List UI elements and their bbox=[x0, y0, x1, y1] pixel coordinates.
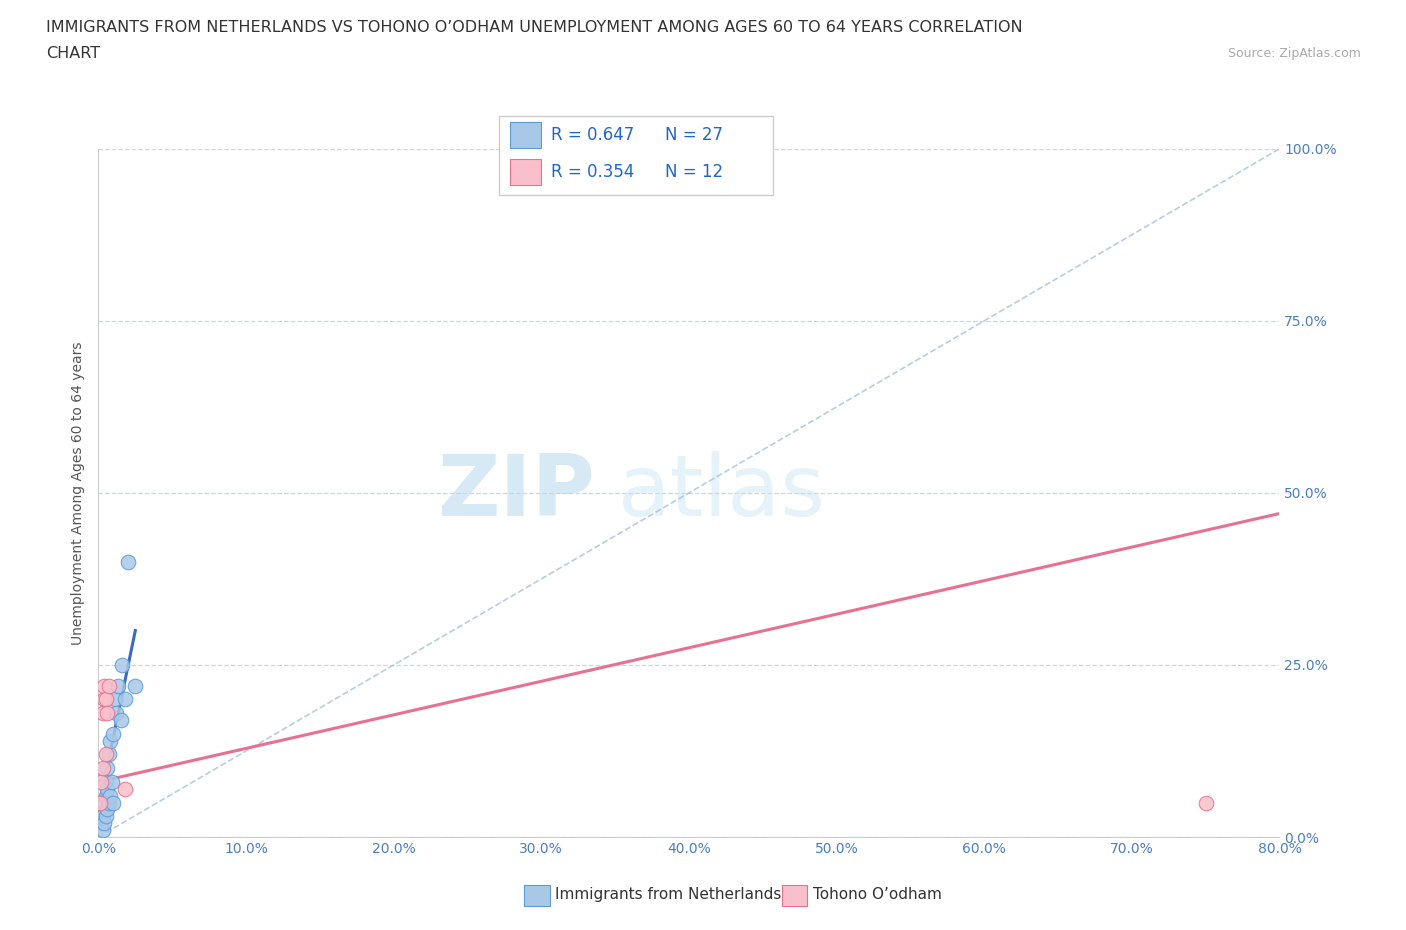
Text: atlas: atlas bbox=[619, 451, 827, 535]
Point bbox=[94, 692, 117, 707]
Point bbox=[117, 554, 139, 569]
Text: R = 0.647: R = 0.647 bbox=[551, 126, 634, 144]
FancyBboxPatch shape bbox=[499, 116, 773, 195]
Point bbox=[90, 775, 112, 790]
Point bbox=[105, 706, 128, 721]
Point bbox=[104, 692, 127, 707]
Text: R = 0.354: R = 0.354 bbox=[551, 163, 634, 181]
Point bbox=[94, 809, 117, 824]
Point bbox=[96, 761, 118, 776]
Point bbox=[91, 809, 114, 824]
Text: Source: ZipAtlas.com: Source: ZipAtlas.com bbox=[1227, 46, 1361, 60]
Text: Immigrants from Netherlands: Immigrants from Netherlands bbox=[555, 887, 782, 902]
Point bbox=[94, 775, 117, 790]
Point bbox=[124, 678, 146, 693]
Point bbox=[96, 781, 118, 796]
Point bbox=[98, 733, 121, 748]
Point bbox=[93, 692, 115, 707]
Point bbox=[98, 789, 121, 804]
Point bbox=[89, 795, 111, 810]
Y-axis label: Unemployment Among Ages 60 to 64 years: Unemployment Among Ages 60 to 64 years bbox=[70, 341, 84, 644]
Text: CHART: CHART bbox=[46, 46, 100, 61]
Point bbox=[91, 706, 114, 721]
Bar bbox=[510, 159, 541, 185]
Point bbox=[94, 747, 117, 762]
Point bbox=[93, 678, 115, 693]
Point bbox=[1195, 795, 1218, 810]
Point bbox=[111, 658, 134, 672]
Bar bbox=[510, 122, 541, 148]
Bar bbox=[782, 885, 807, 906]
Text: ZIP: ZIP bbox=[437, 451, 595, 535]
Bar bbox=[524, 885, 550, 906]
Point bbox=[96, 802, 118, 817]
Point bbox=[114, 692, 136, 707]
Point bbox=[110, 712, 132, 727]
Point bbox=[90, 816, 112, 830]
Text: N = 12: N = 12 bbox=[665, 163, 723, 181]
Text: IMMIGRANTS FROM NETHERLANDS VS TOHONO O’ODHAM UNEMPLOYMENT AMONG AGES 60 TO 64 Y: IMMIGRANTS FROM NETHERLANDS VS TOHONO O’… bbox=[46, 20, 1024, 35]
Point bbox=[91, 761, 114, 776]
Point bbox=[97, 678, 120, 693]
Point bbox=[94, 789, 117, 804]
Point bbox=[97, 747, 120, 762]
Point bbox=[103, 795, 125, 810]
Point bbox=[114, 781, 136, 796]
Point bbox=[91, 823, 114, 838]
Point bbox=[93, 795, 115, 810]
Point bbox=[97, 795, 120, 810]
Point bbox=[107, 678, 129, 693]
Point bbox=[90, 802, 112, 817]
Text: Tohono O’odham: Tohono O’odham bbox=[813, 887, 942, 902]
Point bbox=[100, 775, 122, 790]
Point bbox=[93, 816, 115, 830]
Point bbox=[96, 706, 118, 721]
Text: N = 27: N = 27 bbox=[665, 126, 723, 144]
Point bbox=[103, 726, 125, 741]
